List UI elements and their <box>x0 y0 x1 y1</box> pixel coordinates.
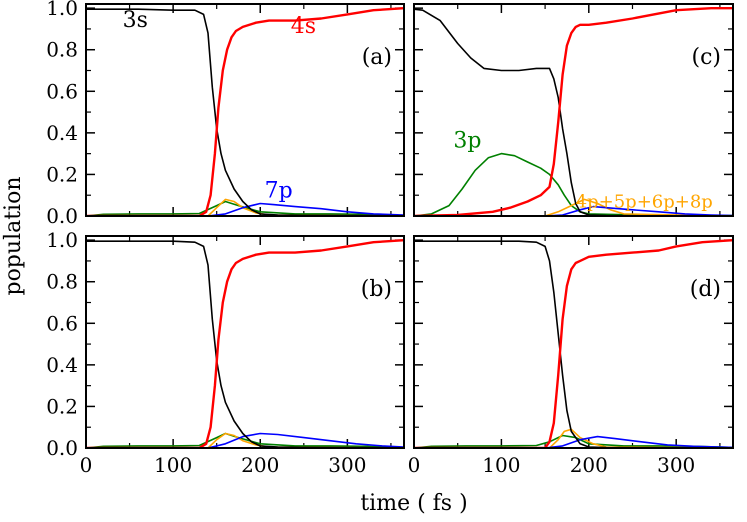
x-tick-label: 300 <box>657 453 695 477</box>
series-3p <box>414 434 733 448</box>
y-tick-label: 0.8 <box>46 38 78 62</box>
series-3s <box>414 8 733 216</box>
y-tick-label: 0.8 <box>46 270 78 294</box>
series-4s <box>414 6 733 216</box>
x-tick-label: 100 <box>482 453 520 477</box>
y-tick-label: 0.4 <box>46 353 78 377</box>
y-tick-label: 1.0 <box>46 228 78 252</box>
panel-tag: (b) <box>361 277 392 302</box>
plot-frame <box>413 235 734 449</box>
plot-frame <box>413 3 734 217</box>
y-tick-label: 0.6 <box>46 79 78 103</box>
panel-tag: (d) <box>690 277 721 302</box>
panels: 0.0 0.2 0.4 0.6 0.8 1.0 (a) 3s 4s 7p 0 100 200 300 0.0… <box>46 0 734 477</box>
panel-tag: (c) <box>692 45 722 70</box>
plot-frame <box>85 3 405 217</box>
series-3p <box>414 152 733 216</box>
series-4s <box>414 239 733 448</box>
x-tick-label: 100 <box>154 453 192 477</box>
y-tick-label: 0.0 <box>46 204 78 228</box>
panel-c: (c) 3p 4p+5p+6p+8p <box>413 3 734 217</box>
y-tick-label: 1.0 <box>46 0 78 20</box>
y-axis-label: population <box>1 176 26 295</box>
series-4s <box>86 7 404 216</box>
x-tick-label: 200 <box>570 453 608 477</box>
y-tick-label: 0.0 <box>46 436 78 460</box>
series-3s <box>86 8 404 216</box>
panel-d: 0 100 200 300 (d) <box>408 235 734 477</box>
series-4s <box>86 239 404 448</box>
series-label-s3: 3s <box>123 8 148 33</box>
y-tick-label: 0.2 <box>46 162 78 186</box>
x-tick-label: 0 <box>80 453 93 477</box>
x-tick-label: 0 <box>408 453 421 477</box>
series-label-pmix: 4p+5p+6p+8p <box>576 192 713 213</box>
y-tick-label: 0.4 <box>46 121 78 145</box>
series-3s <box>414 240 733 448</box>
panel-b: 0 100 200 300 0.0 0.2 0.4 0.6 0.8 1.0 (b) <box>46 228 405 477</box>
plot-frame <box>85 235 405 449</box>
x-axis-label: time ( fs ) <box>360 491 467 516</box>
series-3s <box>86 240 404 448</box>
y-tick-label: 0.6 <box>46 311 78 335</box>
y-tick-label: 0.2 <box>46 394 78 418</box>
series-7p <box>86 432 404 448</box>
panel-a: 0.0 0.2 0.4 0.6 0.8 1.0 (a) 3s 4s 7p <box>46 0 405 228</box>
series-7p <box>414 435 733 448</box>
series-3p <box>86 200 404 216</box>
panel-tag: (a) <box>362 45 392 70</box>
x-tick-label: 300 <box>328 453 366 477</box>
x-tick-label: 200 <box>241 453 279 477</box>
series-4p-5p-6p-8p <box>414 198 733 216</box>
series-label-p3: 3p <box>453 128 481 153</box>
series-7p <box>86 202 404 216</box>
series-label-s4: 4s <box>291 14 316 39</box>
series-label-p7: 7p <box>265 178 293 203</box>
